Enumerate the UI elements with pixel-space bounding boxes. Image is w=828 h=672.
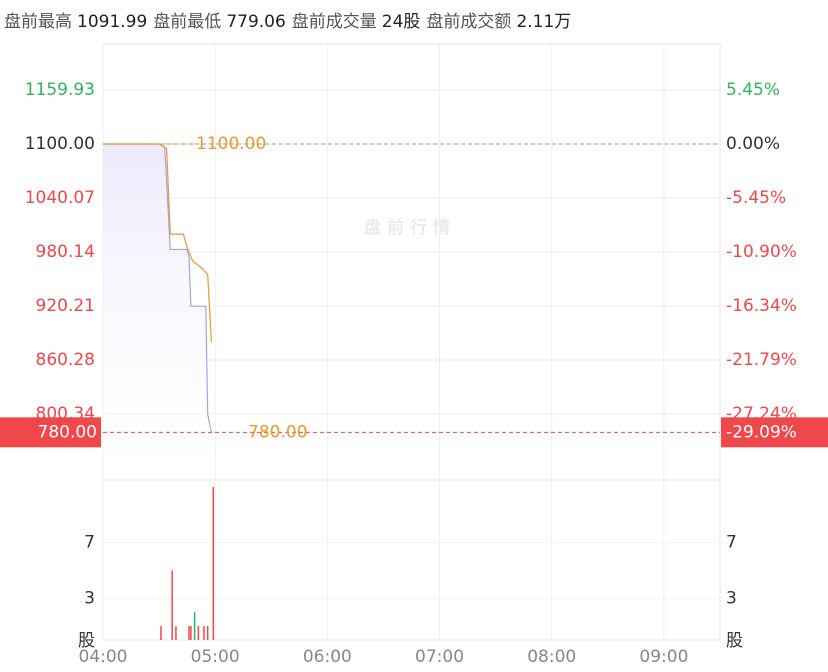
volume-bar [160, 626, 162, 640]
last-pct-label: -29.09% [726, 422, 797, 442]
last-price-box [0, 417, 101, 448]
x-tick-label: 09:00 [639, 647, 688, 667]
x-tick-label: 06:00 [303, 647, 352, 667]
price-line [103, 143, 213, 343]
volume-tick-label: 7 [726, 533, 737, 553]
area [103, 144, 212, 481]
x-tick-label: 07:00 [415, 647, 464, 667]
x-tick-label: 05:00 [191, 647, 240, 667]
volume-tick-label: 7 [84, 533, 95, 553]
volume-bar [197, 626, 200, 640]
y-tick-label: 1100.00 [25, 134, 95, 154]
last-price-label: 780.00 [248, 422, 307, 442]
y-tick-label: 1040.07 [25, 188, 95, 208]
volume-bar [193, 612, 196, 640]
volume-bar [212, 486, 215, 640]
y2-tick-label: 5.45% [726, 80, 780, 100]
header-value: 1091.99 [77, 12, 147, 32]
y2-tick-label: 0.00% [726, 134, 780, 154]
header-value: 779.06 [226, 12, 285, 32]
header-value: 2.11万 [516, 12, 571, 32]
y2-tick-label: -16.34% [726, 296, 797, 316]
volume-bar [171, 570, 173, 640]
y2-tick-label: -10.90% [726, 242, 797, 262]
y-tick-label: 860.28 [36, 350, 95, 370]
volume-unit: 股 [78, 631, 95, 651]
watermark: 盘前行情 [364, 217, 456, 238]
last-pct-box [721, 417, 828, 448]
header-label: 盘前成交量 [292, 12, 377, 32]
header-label: 盘前最低 [153, 12, 221, 32]
header-label: 盘前最高 [4, 12, 72, 32]
y-tick-label: 1159.93 [25, 80, 95, 100]
y2-tick-label: -21.79% [726, 350, 797, 370]
header-label: 盘前成交额 [426, 12, 511, 32]
y-tick-label: 920.21 [36, 296, 95, 316]
volume-tick-label: 3 [726, 588, 737, 608]
volume-bar [190, 626, 192, 640]
x-tick-label: 04:00 [79, 647, 128, 667]
header-value: 24股 [382, 12, 421, 32]
last-price-box-label: 780.00 [38, 422, 97, 442]
volume-bar [203, 626, 205, 640]
prev-close-label: 1100.00 [196, 134, 266, 154]
x-tick-label: 08:00 [527, 647, 576, 667]
volume-tick-label: 3 [84, 588, 95, 608]
y-tick-label: 980.14 [36, 242, 95, 262]
volume-bar [206, 626, 209, 640]
volume-unit: 股 [726, 631, 743, 651]
y2-tick-label: -5.45% [726, 188, 786, 208]
volume-bar [175, 626, 177, 640]
volume-bar [188, 626, 190, 640]
